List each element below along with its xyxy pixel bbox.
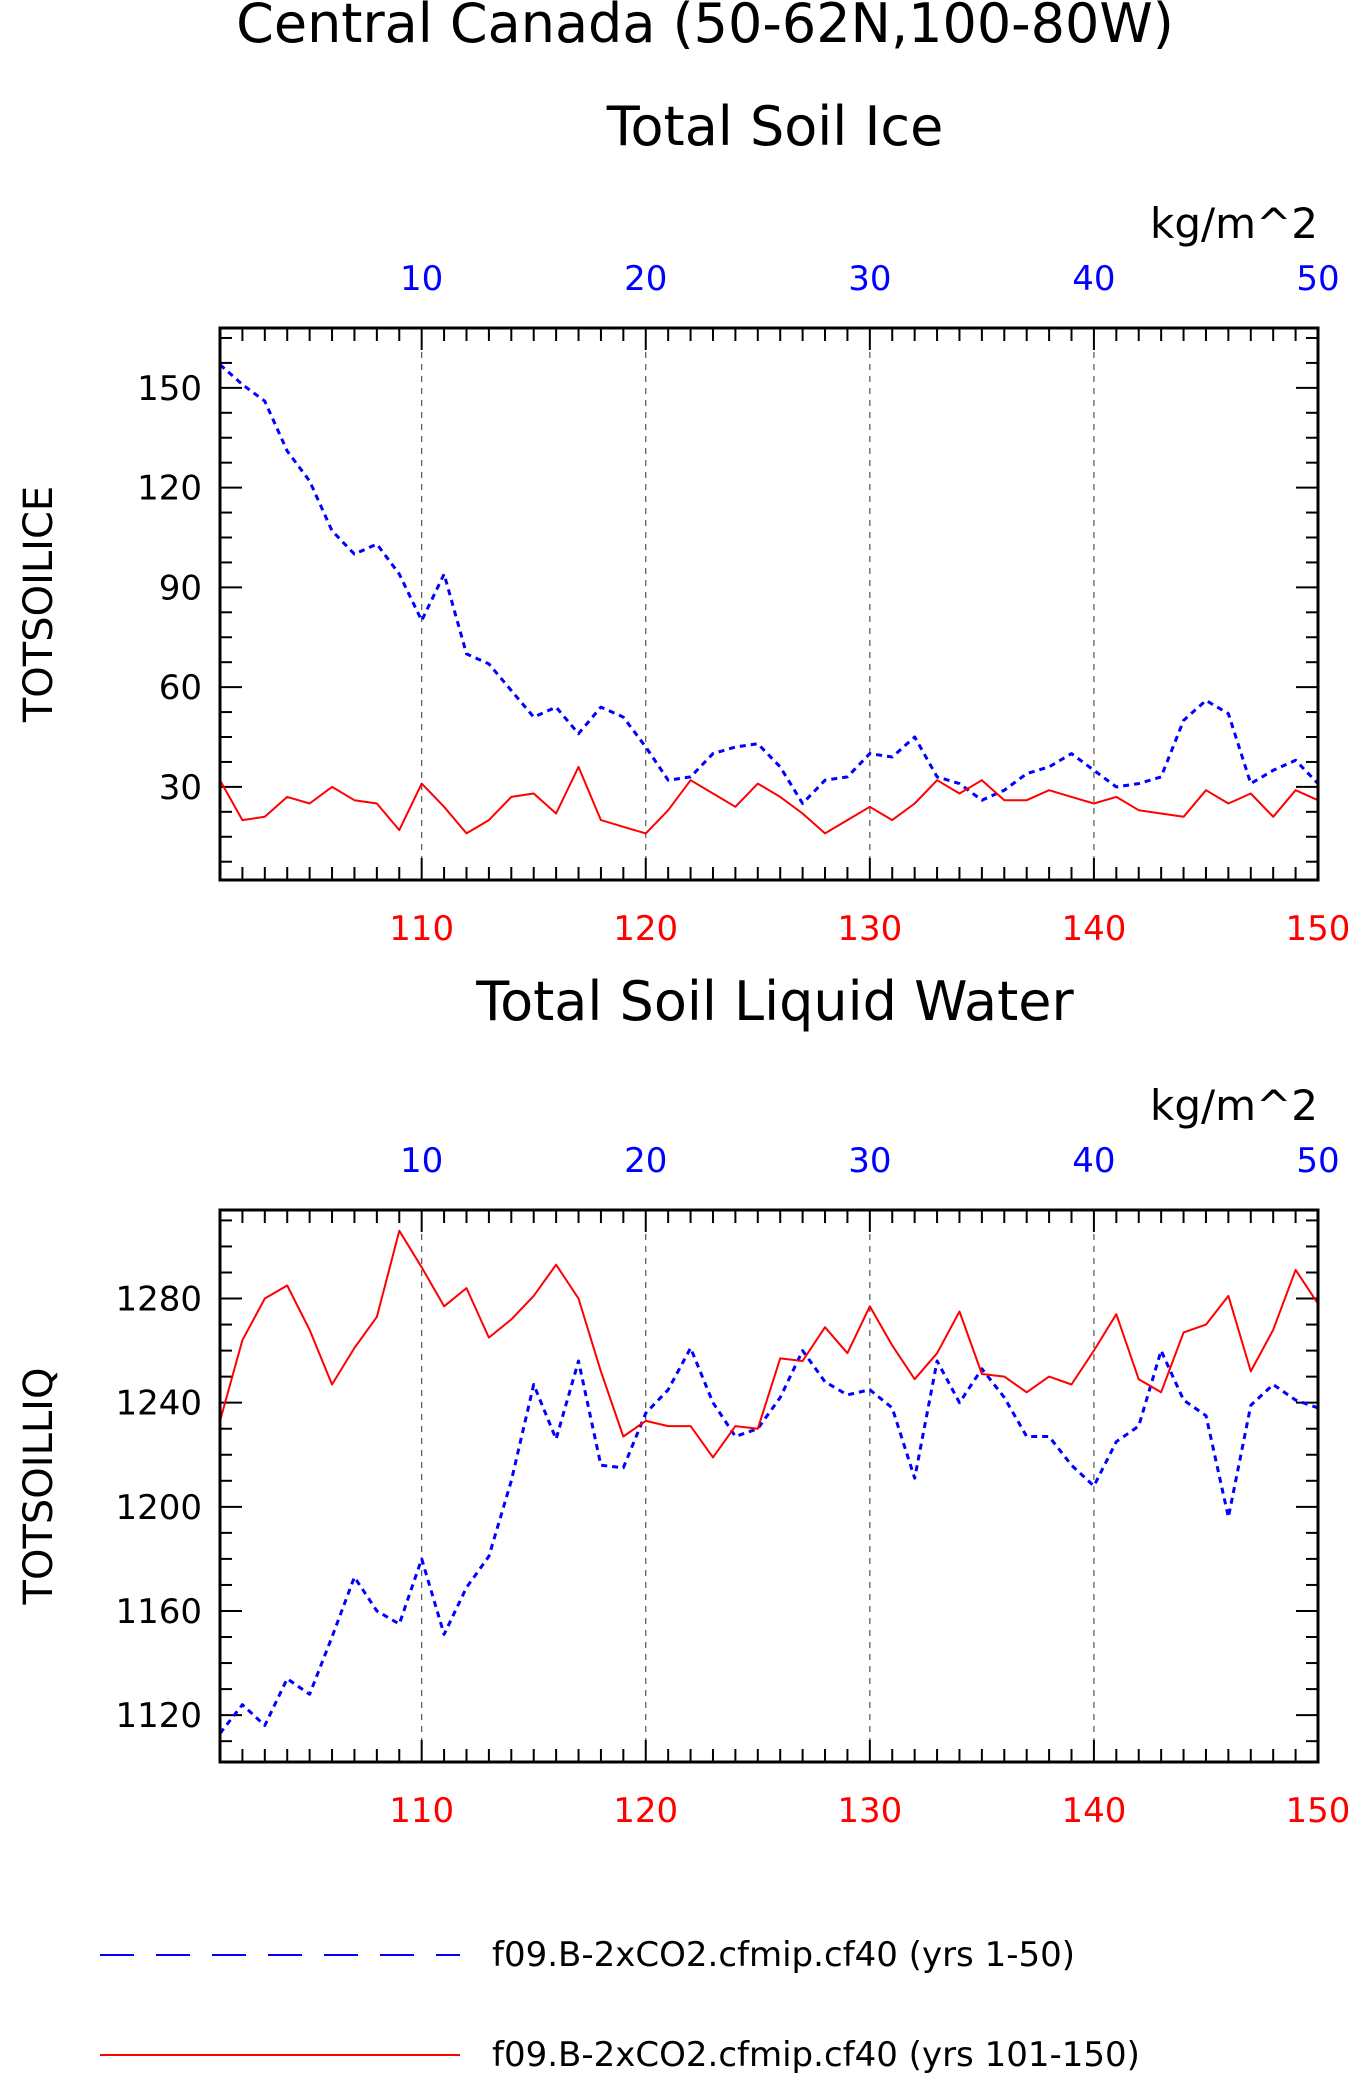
series-line-2: [219, 1229, 1319, 1459]
bottom-tick-label: 120: [613, 1791, 678, 1831]
units-label: kg/m^2: [1150, 199, 1318, 248]
y-tick-label: 90: [159, 568, 202, 608]
series-line-2: [219, 765, 1319, 835]
top-tick-label: 30: [848, 259, 891, 299]
bottom-tick-label: 130: [837, 909, 902, 949]
legend: f09.B-2xCO2.cfmip.cf40 (yrs 1-50) f09.B-…: [100, 1935, 1140, 2075]
bottom-tick-label: 150: [1286, 1791, 1351, 1831]
y-axis-label: TOTSOILICE: [16, 486, 62, 723]
series-line-1: [218, 1346, 1319, 1735]
bottom-tick-label: 110: [389, 909, 454, 949]
y-axis-label: TOTSOILLIQ: [16, 1368, 62, 1606]
y-tick-label: 60: [159, 668, 202, 708]
panel-title: Total Soil Liquid Water: [475, 970, 1074, 1033]
plot-frame: [218, 326, 1320, 882]
top-tick-label: 10: [400, 1141, 443, 1181]
soil-liquid-panel: Total Soil Liquid Water kg/m^2 1120 1160 120…: [16, 970, 1350, 1831]
y-tick-label: 1160: [115, 1592, 202, 1632]
bottom-tick-label: 110: [389, 1791, 454, 1831]
bottom-tick-label: 140: [1061, 909, 1126, 949]
y-tick-label: 150: [137, 369, 202, 409]
y-tick-label: 30: [159, 768, 202, 808]
bottom-tick-label: 120: [613, 909, 678, 949]
bottom-tick-label: 130: [837, 1791, 902, 1831]
legend-label-series1: f09.B-2xCO2.cfmip.cf40 (yrs 1-50): [492, 1935, 1075, 1975]
y-tick-label: 1280: [115, 1280, 202, 1320]
bottom-tick-label: 150: [1286, 909, 1351, 949]
y-tick-label: 1200: [115, 1488, 202, 1528]
plot-frame: [218, 1208, 1320, 1764]
y-tick-label: 120: [137, 469, 202, 509]
top-tick-label: 10: [400, 259, 443, 299]
series-line-1: [219, 363, 1320, 805]
figure-title: Central Canada (50-62N,100-80W): [236, 0, 1174, 55]
top-tick-label: 40: [1072, 1141, 1115, 1181]
y-tick-label: 1120: [115, 1696, 202, 1736]
top-tick-label: 30: [848, 1141, 891, 1181]
legend-label-series2: f09.B-2xCO2.cfmip.cf40 (yrs 101-150): [492, 2035, 1140, 2075]
top-tick-label: 40: [1072, 259, 1115, 299]
panel-title: Total Soil Ice: [606, 95, 944, 158]
top-tick-label: 20: [624, 259, 667, 299]
top-tick-label: 20: [624, 1141, 667, 1181]
top-tick-label: 50: [1296, 259, 1339, 299]
units-label: kg/m^2: [1150, 1081, 1318, 1130]
bottom-tick-label: 140: [1061, 1791, 1126, 1831]
top-tick-label: 50: [1296, 1141, 1339, 1181]
y-tick-label: 1240: [115, 1384, 202, 1424]
soil-ice-panel: Total Soil Ice kg/m^2 30 60 90 120 150 TOTSOILI…: [16, 95, 1350, 949]
